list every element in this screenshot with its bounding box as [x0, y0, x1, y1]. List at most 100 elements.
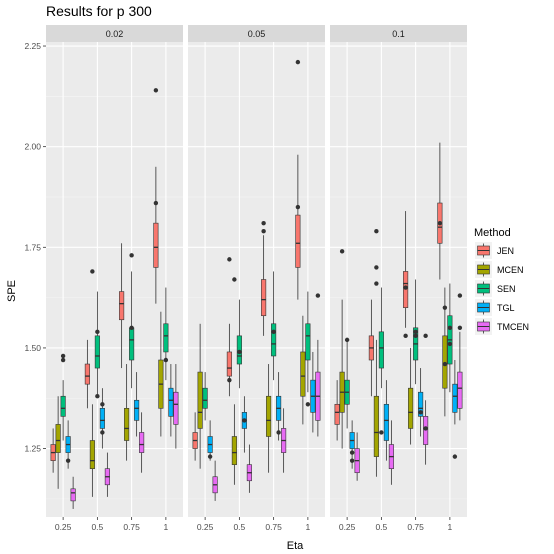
legend-item-mcen: MCEN — [475, 261, 524, 278]
box-jen — [295, 59, 301, 300]
box-tgl — [418, 368, 424, 437]
box-tgl — [276, 372, 282, 441]
box-body — [197, 371, 203, 429]
box-mcen — [442, 287, 448, 417]
box-tmcen — [139, 412, 145, 473]
chart-title: Results for p 300 — [46, 3, 152, 19]
x-tick-label: 0.75 — [407, 522, 424, 532]
outlier-point — [227, 377, 232, 383]
box-tmcen — [423, 333, 429, 465]
box-body — [271, 323, 277, 357]
outlier-point — [452, 454, 458, 459]
outlier-point — [261, 220, 266, 226]
box-sen — [60, 353, 66, 441]
box-body — [99, 408, 105, 429]
box-jen — [153, 88, 159, 304]
outlier-point — [271, 329, 276, 335]
box-body — [305, 323, 311, 361]
outlier-point — [442, 361, 448, 367]
box-body — [84, 363, 90, 385]
box-mcen — [231, 277, 237, 485]
legend-item-tgl: TGL — [475, 299, 515, 316]
box-body — [139, 432, 145, 453]
outlier-point — [242, 418, 247, 423]
box-sen — [129, 253, 135, 389]
outlier-point — [442, 305, 448, 310]
box-sen — [202, 372, 208, 421]
outlier-point — [295, 59, 301, 65]
box-body — [452, 383, 458, 413]
outlier-point — [315, 293, 321, 298]
box-body — [153, 222, 159, 268]
facet-panel-0.1: 0.1 — [330, 25, 467, 517]
outlier-point — [339, 249, 345, 254]
x-tick-label: 0.75 — [265, 522, 282, 532]
facet-panel-0.05: 0.05 — [188, 25, 325, 517]
x-axis-title: Eta — [287, 540, 304, 552]
box-jen — [192, 412, 198, 461]
outlier-point — [232, 277, 237, 282]
box-body — [457, 371, 463, 409]
outlier-point — [349, 450, 355, 455]
box-mcen — [89, 269, 95, 497]
legend-item-tmcen: TMCEN — [475, 318, 529, 335]
box-jen — [437, 142, 443, 280]
box-body — [55, 424, 61, 453]
box-mcen — [266, 364, 272, 473]
facet-strip — [188, 25, 325, 42]
y-tick-label: 2.25 — [24, 41, 41, 51]
outlier-point — [457, 293, 463, 298]
box-tmcen — [281, 408, 287, 473]
box-body — [163, 323, 169, 353]
outlier-point — [344, 337, 350, 343]
outlier-point — [60, 353, 66, 359]
box-mcen — [408, 347, 414, 445]
legend-item-sen: SEN — [475, 280, 516, 297]
outlier-point — [129, 325, 134, 331]
box-body — [134, 399, 140, 421]
outlier-point — [413, 329, 418, 335]
outlier-point — [129, 253, 134, 258]
box-tgl — [207, 420, 213, 461]
outlier-point — [261, 228, 266, 234]
box-sen — [378, 287, 384, 435]
box-jen — [84, 339, 90, 409]
legend-label: TGL — [497, 303, 515, 313]
x-axis: 0.25 0.5 0.75 1 0.25 0.5 0.75 1 0.25 0.5 0.75 1 — [55, 517, 453, 532]
legend-label: JEN — [497, 246, 514, 256]
box-mcen — [158, 311, 164, 437]
outlier-point — [207, 454, 213, 459]
facet-strip-label: 0.05 — [248, 29, 266, 39]
facet-strip — [46, 25, 183, 42]
legend-label: SEN — [497, 284, 516, 294]
outlier-point — [457, 325, 463, 331]
y-axis-title: SPE — [6, 280, 18, 302]
box-mcen — [300, 315, 306, 425]
box-tgl — [168, 364, 174, 437]
legend-item-jen: JEN — [475, 242, 514, 259]
outlier-point — [374, 228, 379, 234]
box-tgl — [310, 351, 316, 433]
outlier-point — [349, 458, 355, 463]
box-jen — [226, 257, 232, 397]
outlier-point — [423, 426, 428, 431]
box-body — [202, 387, 208, 409]
box-body — [300, 351, 306, 397]
box-body — [70, 488, 76, 502]
box-body — [226, 351, 232, 377]
box-sen — [447, 283, 453, 393]
box-mcen — [373, 228, 379, 477]
facet-strip — [330, 25, 467, 42]
box-body — [60, 395, 66, 417]
box-tmcen — [354, 432, 360, 481]
box-tmcen — [70, 476, 76, 509]
outlier-point — [447, 341, 453, 347]
box-tgl — [452, 360, 458, 459]
outlier-point — [65, 458, 71, 463]
box-body — [378, 331, 384, 369]
outlier-point — [418, 410, 423, 415]
x-tick-label: 0.5 — [233, 522, 245, 532]
y-tick-label: 2.00 — [24, 142, 41, 152]
y-tick-label: 1.25 — [24, 444, 41, 454]
